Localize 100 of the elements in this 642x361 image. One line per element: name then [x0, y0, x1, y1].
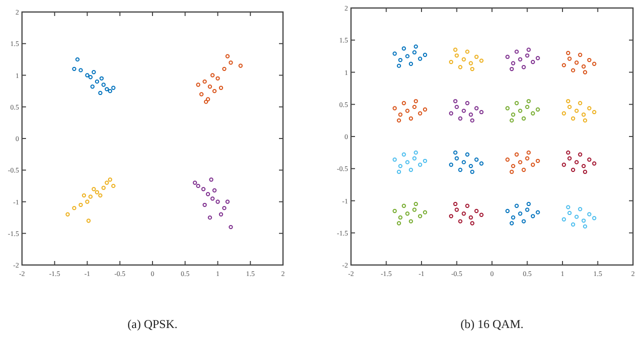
point	[511, 164, 516, 168]
point	[78, 68, 83, 72]
point	[101, 82, 106, 87]
point	[449, 60, 454, 64]
point	[465, 50, 470, 54]
point	[422, 210, 428, 214]
point	[94, 79, 100, 84]
point	[582, 112, 586, 117]
point	[522, 168, 526, 172]
point	[208, 215, 212, 220]
point	[402, 204, 406, 208]
point	[72, 206, 76, 210]
point	[94, 190, 100, 194]
point	[201, 187, 206, 192]
point	[479, 161, 484, 166]
point	[587, 106, 592, 110]
point	[526, 202, 531, 206]
point	[453, 202, 458, 206]
point	[202, 202, 207, 208]
point	[210, 196, 215, 201]
point	[88, 194, 93, 199]
point	[518, 212, 522, 216]
point	[470, 66, 474, 72]
point	[66, 212, 70, 216]
point	[396, 118, 402, 123]
point	[222, 66, 226, 72]
point	[567, 156, 572, 160]
point	[92, 70, 96, 74]
point	[408, 219, 414, 224]
point	[562, 162, 566, 167]
point	[228, 224, 233, 230]
point	[526, 150, 531, 155]
point	[470, 221, 474, 226]
point	[465, 152, 470, 157]
point	[582, 118, 588, 123]
point	[216, 76, 220, 81]
point	[465, 100, 470, 106]
point	[414, 44, 418, 49]
point	[82, 193, 86, 198]
point	[592, 62, 596, 66]
point	[101, 186, 106, 190]
point	[392, 52, 397, 56]
point	[510, 118, 514, 123]
point	[505, 54, 510, 59]
point	[98, 193, 102, 198]
point	[196, 82, 200, 87]
point	[414, 150, 418, 155]
point	[209, 178, 214, 182]
point	[104, 87, 109, 92]
point	[522, 219, 526, 224]
point	[510, 66, 514, 72]
point	[408, 116, 414, 121]
point	[570, 116, 576, 121]
point	[536, 56, 540, 60]
point	[405, 212, 410, 216]
point	[78, 202, 83, 208]
point	[418, 56, 422, 61]
point	[72, 66, 76, 72]
point	[574, 214, 579, 219]
point	[574, 108, 579, 113]
point	[525, 208, 530, 212]
point	[412, 156, 417, 160]
point	[458, 65, 462, 70]
point	[479, 110, 484, 114]
point	[518, 160, 522, 164]
point	[204, 100, 208, 104]
point	[218, 86, 224, 90]
point	[514, 50, 519, 54]
point	[210, 73, 215, 78]
point	[566, 50, 570, 56]
point	[470, 170, 474, 174]
point	[474, 158, 479, 162]
point	[574, 60, 579, 65]
point	[98, 90, 102, 96]
point	[570, 68, 576, 72]
point	[474, 208, 479, 214]
point	[536, 210, 540, 214]
point	[511, 112, 516, 117]
point	[587, 58, 592, 62]
point	[525, 53, 530, 58]
point	[225, 54, 230, 58]
point	[514, 204, 519, 208]
point	[458, 116, 462, 121]
point	[570, 168, 576, 172]
point	[402, 152, 406, 157]
point	[562, 63, 566, 68]
point	[402, 100, 406, 106]
point	[582, 70, 588, 74]
point	[454, 208, 459, 212]
point	[206, 192, 210, 196]
point	[405, 108, 410, 113]
point	[526, 99, 531, 104]
point	[566, 99, 570, 104]
point	[582, 64, 586, 69]
point	[418, 111, 422, 116]
point	[398, 112, 402, 117]
point	[418, 214, 422, 218]
point	[454, 156, 459, 160]
point	[453, 99, 458, 104]
point	[578, 100, 582, 106]
